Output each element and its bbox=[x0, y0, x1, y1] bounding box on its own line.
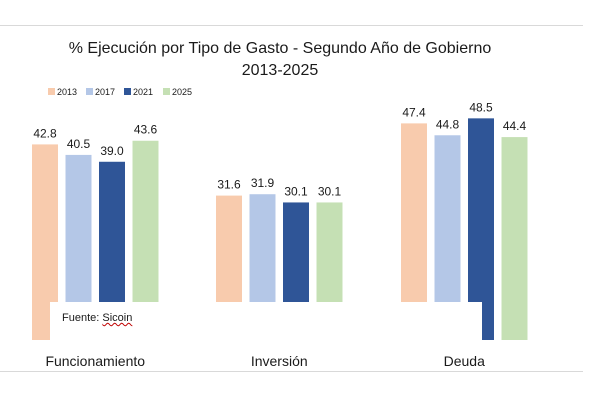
data-label-deuda-2013: 47.4 bbox=[402, 105, 426, 119]
data-label-funcionamiento-2021: 39.0 bbox=[100, 144, 124, 158]
data-label-funcionamiento-2013: 42.8 bbox=[33, 126, 57, 140]
data-label-deuda-2017: 44.8 bbox=[436, 117, 460, 131]
category-label-inversion: Inversión bbox=[251, 353, 308, 369]
legend-swatch-2017 bbox=[86, 88, 93, 95]
legend-swatch-2013 bbox=[48, 88, 55, 95]
source-box bbox=[50, 302, 482, 340]
category-label-deuda: Deuda bbox=[444, 353, 485, 369]
legend-label-2013: 2013 bbox=[57, 87, 77, 97]
data-label-inversion-2013: 31.6 bbox=[217, 178, 241, 192]
category-label-funcionamiento: Funcionamiento bbox=[45, 353, 145, 369]
source-prefix: Fuente: bbox=[62, 312, 103, 324]
bottom-divider bbox=[0, 371, 583, 372]
bar-deuda-2025 bbox=[501, 137, 528, 340]
top-divider bbox=[0, 25, 583, 26]
chart-subtitle: 2013-2025 bbox=[242, 62, 319, 79]
legend-label-2017: 2017 bbox=[95, 87, 115, 97]
legend-swatch-2025 bbox=[163, 88, 170, 95]
data-label-inversion-2025: 30.1 bbox=[318, 184, 342, 198]
data-label-funcionamiento-2025: 43.6 bbox=[134, 123, 158, 137]
source-note: Fuente: Sicoin bbox=[62, 312, 132, 324]
legend-label-2025: 2025 bbox=[172, 87, 192, 97]
data-label-inversion-2021: 30.1 bbox=[284, 184, 308, 198]
legend-label-2021: 2021 bbox=[133, 87, 153, 97]
legend-swatch-2021 bbox=[124, 88, 131, 95]
data-label-deuda-2025: 44.4 bbox=[503, 119, 527, 133]
chart-title: % Ejecución por Tipo de Gasto - Segundo … bbox=[69, 40, 492, 57]
source-name: Sicoin bbox=[102, 312, 133, 324]
data-label-inversion-2017: 31.9 bbox=[251, 176, 275, 190]
data-label-deuda-2021: 48.5 bbox=[469, 100, 493, 114]
data-label-funcionamiento-2017: 40.5 bbox=[67, 137, 91, 151]
